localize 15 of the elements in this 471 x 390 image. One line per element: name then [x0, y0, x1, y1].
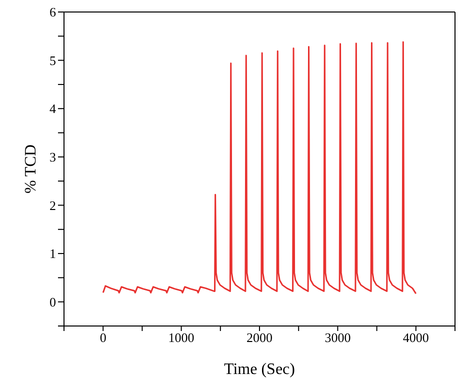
y-tick-label: 2: [50, 198, 56, 213]
y-axis-title: % TCD: [22, 144, 40, 194]
x-tick-label: 3000: [324, 330, 351, 346]
y-tick-label: 0: [50, 294, 56, 310]
y-tick-label: 3: [50, 150, 56, 165]
y-tick-label: 6: [50, 4, 56, 20]
line-series: [102, 41, 417, 294]
y-tick-label: 4: [50, 101, 56, 116]
y-tick-label: 1: [50, 246, 56, 262]
x-tick-label: 4000: [402, 330, 429, 346]
x-tick-label: 1000: [168, 330, 194, 346]
x-tick-label: 0: [100, 330, 106, 346]
x-tick-label: 2000: [246, 330, 272, 346]
y-tick-label: 5: [50, 52, 56, 68]
x-axis-title: Time (Sec): [224, 361, 295, 378]
